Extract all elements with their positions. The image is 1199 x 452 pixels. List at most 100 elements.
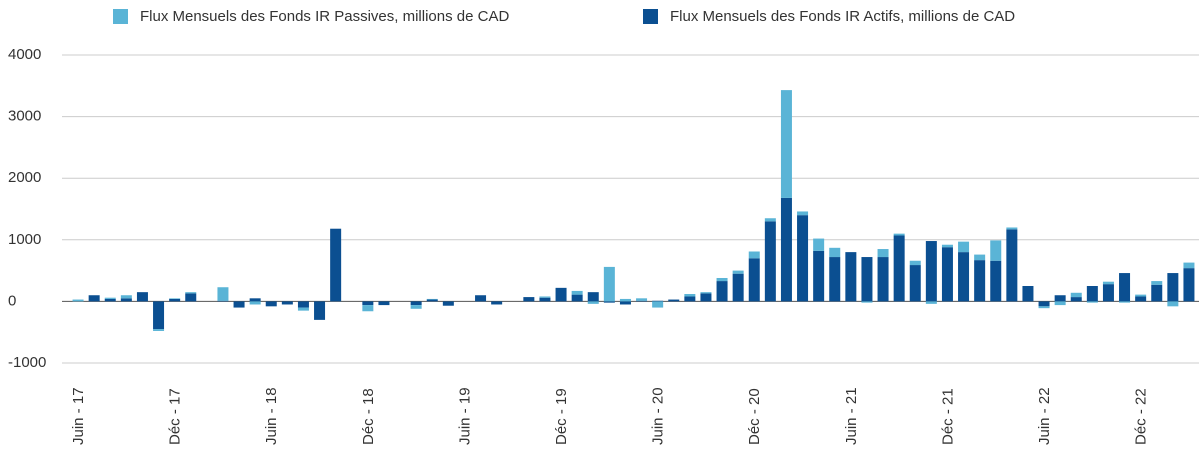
bar bbox=[1054, 295, 1066, 302]
bar bbox=[120, 298, 132, 302]
bar bbox=[764, 221, 776, 302]
bar bbox=[990, 260, 1002, 302]
bar bbox=[1151, 281, 1163, 285]
bar bbox=[748, 251, 760, 259]
bar bbox=[1167, 301, 1179, 307]
bar bbox=[587, 292, 599, 302]
bar bbox=[297, 307, 309, 311]
bar bbox=[587, 301, 599, 304]
bar bbox=[1102, 284, 1114, 302]
bar bbox=[797, 211, 809, 216]
bar bbox=[104, 298, 116, 302]
bar bbox=[136, 292, 148, 302]
bar bbox=[1086, 286, 1098, 302]
bar bbox=[619, 298, 631, 302]
bar bbox=[1006, 229, 1018, 302]
bar bbox=[1135, 294, 1147, 297]
bar bbox=[1135, 296, 1147, 302]
x-tick-label: Déc - 18 bbox=[360, 388, 377, 445]
bar bbox=[426, 298, 438, 300]
bar bbox=[1151, 284, 1163, 302]
bar bbox=[764, 218, 776, 222]
y-tick-label: 3000 bbox=[8, 108, 41, 125]
x-tick-label: Juin - 17 bbox=[70, 387, 87, 445]
bar bbox=[1102, 281, 1114, 285]
bar bbox=[539, 297, 551, 302]
bar bbox=[265, 301, 277, 307]
x-tick-label: Juin - 21 bbox=[843, 387, 860, 445]
bar bbox=[1183, 262, 1195, 269]
bar bbox=[491, 301, 503, 305]
bar bbox=[362, 301, 374, 306]
bar bbox=[909, 260, 921, 266]
bar bbox=[829, 257, 841, 302]
bar bbox=[684, 296, 696, 302]
bar bbox=[297, 301, 309, 308]
bar bbox=[845, 252, 857, 302]
bar bbox=[603, 266, 615, 302]
bar bbox=[1054, 301, 1066, 306]
bar bbox=[185, 293, 197, 302]
bar bbox=[1183, 268, 1195, 302]
bar bbox=[217, 287, 229, 301]
bar bbox=[1119, 301, 1131, 303]
bar bbox=[732, 273, 744, 302]
x-tick-label: Déc - 21 bbox=[939, 388, 956, 445]
bar bbox=[958, 252, 970, 302]
bar bbox=[1086, 301, 1098, 303]
bar bbox=[153, 329, 165, 331]
bar bbox=[700, 293, 712, 302]
bar bbox=[72, 299, 84, 302]
bar bbox=[780, 90, 792, 198]
bar bbox=[185, 292, 197, 294]
bar bbox=[249, 301, 261, 305]
bar bbox=[732, 270, 744, 274]
bar bbox=[153, 301, 165, 330]
bar bbox=[958, 241, 970, 253]
x-tick-label: Juin - 19 bbox=[456, 387, 473, 445]
bar bbox=[555, 287, 567, 302]
bar bbox=[780, 197, 792, 302]
bar bbox=[1070, 292, 1082, 298]
bar bbox=[362, 305, 374, 312]
bar bbox=[797, 215, 809, 302]
bar bbox=[1006, 227, 1018, 230]
bar bbox=[700, 292, 712, 294]
bar bbox=[1070, 297, 1082, 302]
bar bbox=[571, 294, 583, 302]
bar bbox=[861, 301, 873, 303]
bar bbox=[877, 249, 889, 258]
legend-label: Flux Mensuels des Fonds IR Passives, mil… bbox=[140, 8, 509, 25]
bar bbox=[169, 298, 181, 299]
bar bbox=[1038, 301, 1050, 307]
bar bbox=[636, 298, 648, 301]
bar bbox=[523, 297, 535, 302]
x-tick-label: Juin - 22 bbox=[1036, 387, 1053, 445]
legend-label: Flux Mensuels des Fonds IR Actifs, milli… bbox=[670, 8, 1015, 25]
bar bbox=[974, 260, 986, 302]
y-tick-label: 0 bbox=[8, 292, 16, 309]
bar bbox=[442, 301, 454, 306]
bar bbox=[684, 294, 696, 297]
x-tick-label: Juin - 20 bbox=[650, 387, 667, 445]
y-tick-label: 2000 bbox=[8, 169, 41, 186]
bar bbox=[378, 301, 390, 306]
x-tick-label: Déc - 19 bbox=[553, 388, 570, 445]
bar bbox=[249, 298, 261, 302]
x-tick-label: Déc - 20 bbox=[746, 388, 763, 445]
bar bbox=[539, 296, 551, 298]
bar bbox=[619, 301, 631, 305]
y-tick-label: 1000 bbox=[8, 231, 41, 248]
bar bbox=[120, 295, 132, 299]
bar bbox=[925, 241, 937, 302]
bar bbox=[861, 257, 873, 302]
bar bbox=[636, 300, 648, 302]
bar bbox=[974, 254, 986, 261]
bar bbox=[877, 257, 889, 302]
bar bbox=[990, 240, 1002, 261]
bar bbox=[1119, 273, 1131, 302]
bar bbox=[314, 301, 326, 320]
bar bbox=[169, 298, 181, 302]
bar bbox=[1167, 273, 1179, 302]
